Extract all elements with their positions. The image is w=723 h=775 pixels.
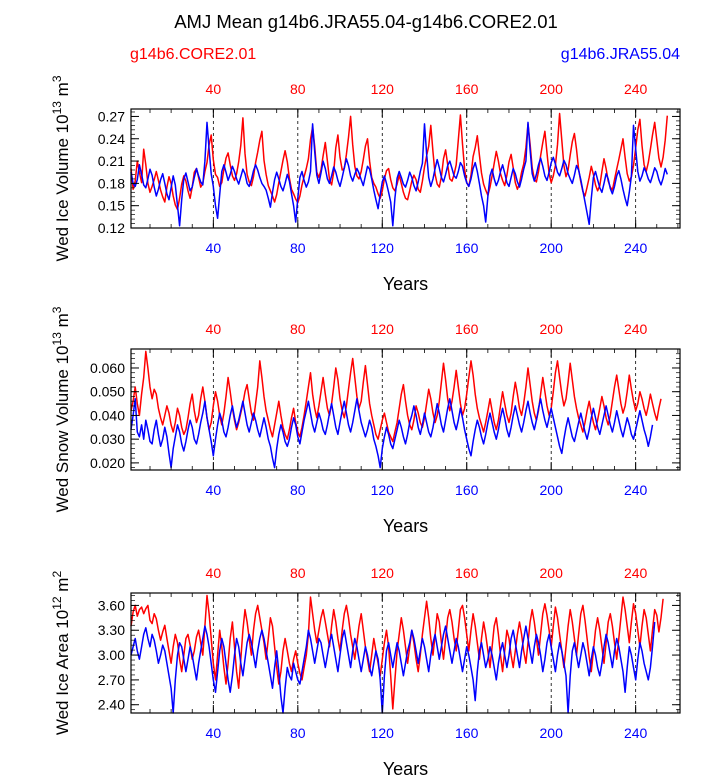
y-tick-label: 3.30 bbox=[98, 622, 125, 638]
y-axis-label: Wed Ice Area 1012 m2 bbox=[50, 571, 72, 736]
x-tick-label-top: 240 bbox=[624, 565, 648, 581]
y-tick-label: 0.050 bbox=[90, 384, 125, 400]
x-tick-label-top: 40 bbox=[206, 81, 222, 97]
x-tick-label-bottom: 240 bbox=[624, 725, 648, 741]
x-tick-label-top: 240 bbox=[624, 321, 648, 337]
x-tick-label-top: 160 bbox=[455, 81, 479, 97]
plot-frame bbox=[130, 348, 681, 471]
snow-volume-series-core bbox=[130, 350, 662, 443]
ice-volume-panel: 40 40 80 80 120 120 160 160 200 200 240 240 0.12 0.15… bbox=[50, 75, 681, 294]
x-tick-label-top: 120 bbox=[371, 81, 395, 97]
y-tick-label: 3.60 bbox=[98, 597, 125, 613]
x-tick-label-top: 160 bbox=[455, 321, 479, 337]
figure-title: AMJ Mean g14b6.JRA55.04-g14b6.CORE2.01 bbox=[174, 11, 558, 32]
x-tick-label-top: 200 bbox=[540, 565, 564, 581]
x-tick-label-bottom: 160 bbox=[455, 240, 479, 256]
x-tick-label-top: 160 bbox=[455, 565, 479, 581]
y-tick-label: 0.12 bbox=[98, 220, 125, 236]
snow-volume-series-jra bbox=[130, 398, 654, 469]
ice-volume-series-jra bbox=[130, 121, 669, 227]
y-axis-label: Wed Ice Volume 1013 m3 bbox=[50, 75, 72, 261]
x-tick-label-bottom: 200 bbox=[540, 482, 564, 498]
plot-frame bbox=[130, 108, 681, 229]
y-tick-label: 2.70 bbox=[98, 672, 125, 688]
ice-area-series-core bbox=[130, 594, 664, 710]
ice-area-series-jra bbox=[130, 621, 656, 714]
x-tick-label-bottom: 40 bbox=[206, 725, 222, 741]
x-tick-label-top: 80 bbox=[290, 81, 306, 97]
x-tick-label-bottom: 240 bbox=[624, 482, 648, 498]
x-tick-label-bottom: 120 bbox=[371, 725, 395, 741]
x-tick-label-top: 240 bbox=[624, 81, 648, 97]
y-tick-label: 0.27 bbox=[98, 108, 125, 124]
y-tick-label: 0.060 bbox=[90, 360, 125, 376]
x-tick-label-bottom: 80 bbox=[290, 240, 306, 256]
y-axis-label: Wed Snow Volume 1013 m3 bbox=[50, 306, 72, 512]
x-tick-label-bottom: 160 bbox=[455, 725, 479, 741]
x-tick-label-bottom: 160 bbox=[455, 482, 479, 498]
x-tick-label-bottom: 240 bbox=[624, 240, 648, 256]
y-tick-label: 0.15 bbox=[98, 198, 125, 214]
x-tick-label-top: 80 bbox=[290, 565, 306, 581]
x-tick-label-top: 120 bbox=[371, 565, 395, 581]
y-tick-label: 0.040 bbox=[90, 407, 125, 423]
x-tick-label-bottom: 80 bbox=[290, 482, 306, 498]
y-tick-label: 3.00 bbox=[98, 647, 125, 663]
x-tick-label-top: 200 bbox=[540, 81, 564, 97]
x-tick-label-top: 80 bbox=[290, 321, 306, 337]
x-tick-label-bottom: 40 bbox=[206, 240, 222, 256]
x-axis-label: Years bbox=[383, 759, 428, 775]
legend-core-label: g14b6.CORE2.01 bbox=[130, 46, 256, 63]
x-axis-label: Years bbox=[383, 274, 428, 294]
y-tick-label: 0.18 bbox=[98, 175, 125, 191]
y-tick-label: 0.020 bbox=[90, 455, 125, 471]
ice-area-panel: 40 40 80 80 120 120 160 160 200 200 240 240 2.40 2.70… bbox=[50, 565, 681, 775]
y-tick-label: 2.40 bbox=[98, 697, 125, 713]
x-tick-label-top: 120 bbox=[371, 321, 395, 337]
ice-volume-series-core bbox=[130, 112, 669, 211]
y-tick-label: 0.030 bbox=[90, 431, 125, 447]
snow-volume-panel: 40 40 80 80 120 120 160 160 200 200 240 240 0.020 0.0… bbox=[50, 306, 681, 536]
y-tick-label: 0.21 bbox=[98, 153, 125, 169]
x-tick-label-bottom: 80 bbox=[290, 725, 306, 741]
x-tick-label-bottom: 120 bbox=[371, 482, 395, 498]
legend-jra-label: g14b6.JRA55.04 bbox=[561, 46, 680, 63]
x-tick-label-top: 200 bbox=[540, 321, 564, 337]
x-tick-label-top: 40 bbox=[206, 565, 222, 581]
x-tick-label-bottom: 200 bbox=[540, 240, 564, 256]
x-tick-label-bottom: 40 bbox=[206, 482, 222, 498]
plot-frame bbox=[130, 592, 681, 714]
x-axis-label: Years bbox=[383, 516, 428, 536]
x-tick-label-bottom: 200 bbox=[540, 725, 564, 741]
y-tick-label: 0.24 bbox=[98, 131, 125, 147]
x-tick-label-bottom: 120 bbox=[371, 240, 395, 256]
x-tick-label-top: 40 bbox=[206, 321, 222, 337]
